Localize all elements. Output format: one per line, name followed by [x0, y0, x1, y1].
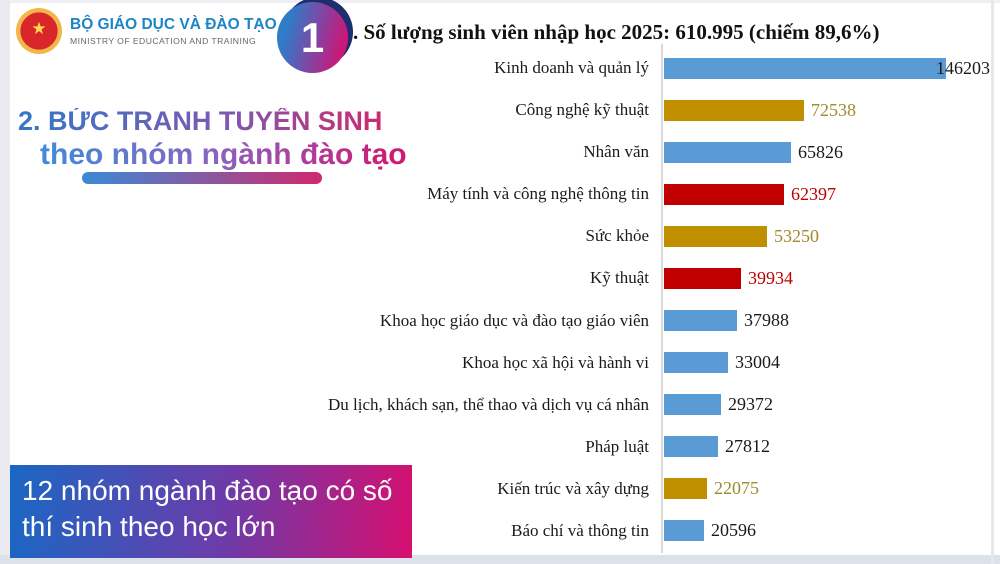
- value-label: 62397: [791, 183, 836, 204]
- bar-area: 62397: [661, 183, 836, 205]
- category-label: Du lịch, khách sạn, thể thao và dịch vụ …: [327, 394, 649, 414]
- category-label: Báo chí và thông tin: [511, 520, 649, 540]
- bar: [664, 57, 946, 79]
- bar-area: 72538: [661, 99, 856, 121]
- bar-area: 20596: [661, 520, 756, 542]
- bar: [664, 141, 791, 163]
- frame-bottom: [0, 555, 1000, 564]
- vietnam-emblem-icon: ★: [16, 8, 62, 54]
- bar-area: 146203: [661, 57, 990, 79]
- bar: [664, 478, 707, 500]
- category-label: Kỹ thuật: [589, 268, 649, 288]
- bar: [664, 225, 767, 247]
- ministry-logo: ★ BỘ GIÁO DỤC VÀ ĐÀO TẠO MINISTRY OF EDU…: [16, 8, 277, 54]
- chart-row: Du lịch, khách sạn, thể thao và dịch vụ …: [327, 384, 1000, 426]
- bar: [664, 436, 718, 458]
- chart-row: Sức khỏe 53250: [369, 215, 1000, 257]
- value-label: 39934: [748, 267, 793, 288]
- chart-rows: Kinh doanh và quản lý 146203 Công nghệ k…: [327, 47, 1000, 552]
- ministry-name-english: MINISTRY OF EDUCATION AND TRAINING: [70, 35, 257, 46]
- heading-underline-bar: [82, 172, 322, 184]
- badge-circle: 1: [277, 2, 348, 73]
- frame-top: [0, 0, 1000, 3]
- bar-area: 37988: [661, 310, 789, 331]
- badge-number: 1: [300, 13, 325, 61]
- chart-row: Nhân văn 65826: [369, 131, 1000, 173]
- category-label: Kinh doanh và quản lý: [494, 58, 649, 78]
- value-label: 33004: [735, 352, 780, 373]
- bar-chart: Kinh doanh và quản lý 146203 Công nghệ k…: [327, 44, 1000, 553]
- chart-row: Khoa học xã hội và hành vi 33004: [369, 342, 1000, 384]
- chart-row: Kinh doanh và quản lý 146203: [369, 47, 1000, 89]
- bar-area: 33004: [661, 352, 780, 374]
- category-label: Công nghệ kỹ thuật: [515, 100, 649, 120]
- bar-area: 65826: [661, 141, 843, 163]
- chart-title: . Số lượng sinh viên nhập học 2025: 610.…: [353, 20, 880, 44]
- chart-row: Kiến trúc và xây dựng 22075: [369, 468, 1000, 510]
- section-heading-line2: theo nhóm ngành đào tạo: [40, 138, 407, 171]
- value-label: 37988: [744, 310, 789, 330]
- callout-box: 12 nhóm ngành đào tạo có số thí sinh the…: [10, 465, 412, 558]
- category-label: Pháp luật: [585, 436, 649, 456]
- category-label: Khoa học xã hội và hành vi: [462, 352, 649, 372]
- category-label: Kiến trúc và xây dựng: [497, 478, 649, 498]
- ministry-name: BỘ GIÁO DỤC VÀ ĐÀO TẠO: [70, 16, 277, 34]
- section-heading-line1: 2. BỨC TRANH TUYỂN SINH: [18, 106, 383, 136]
- value-label: 72538: [811, 99, 856, 120]
- bar: [664, 183, 784, 205]
- value-label: 20596: [711, 520, 756, 541]
- bar: [664, 394, 721, 416]
- value-label: 27812: [725, 436, 770, 457]
- chart-row: Kỹ thuật 39934: [369, 257, 1000, 299]
- bar: [664, 99, 804, 121]
- category-label: Khoa học giáo dục và đào tạo giáo viên: [379, 310, 649, 330]
- chart-row: Pháp luật 27812: [369, 426, 1000, 468]
- category-label: Nhân văn: [583, 142, 649, 162]
- category-label: Máy tính và công nghệ thông tin: [427, 184, 649, 204]
- bar: [664, 520, 704, 542]
- frame-left: [0, 0, 10, 564]
- chart-row: Báo chí và thông tin 20596: [369, 510, 1000, 552]
- value-label: 65826: [798, 141, 843, 162]
- chart-axis-line: [661, 44, 663, 553]
- bar: [664, 267, 741, 289]
- category-label: Sức khỏe: [585, 226, 649, 246]
- bar-area: 27812: [661, 436, 770, 458]
- bar-area: 53250: [661, 225, 819, 247]
- bar-area: 22075: [661, 478, 759, 500]
- chart-row: Công nghệ kỹ thuật 72538: [369, 89, 1000, 131]
- bar-area: 29372: [661, 394, 773, 416]
- chart-row: Máy tính và công nghệ thông tin 62397: [369, 173, 1000, 215]
- frame-right: [991, 0, 994, 564]
- value-label: 53250: [774, 225, 819, 246]
- star-icon: ★: [31, 18, 47, 38]
- bar: [664, 310, 737, 331]
- value-label: 29372: [728, 394, 773, 415]
- number-badge: 1: [276, 0, 356, 76]
- value-label: 146203: [936, 57, 990, 78]
- bar: [664, 352, 728, 374]
- bar-area: 39934: [661, 267, 793, 289]
- chart-row: Khoa học giáo dục và đào tạo giáo viên 3…: [369, 299, 1000, 341]
- logo-text: BỘ GIÁO DỤC VÀ ĐÀO TẠO MINISTRY OF EDUCA…: [70, 16, 277, 46]
- value-label: 22075: [714, 478, 759, 499]
